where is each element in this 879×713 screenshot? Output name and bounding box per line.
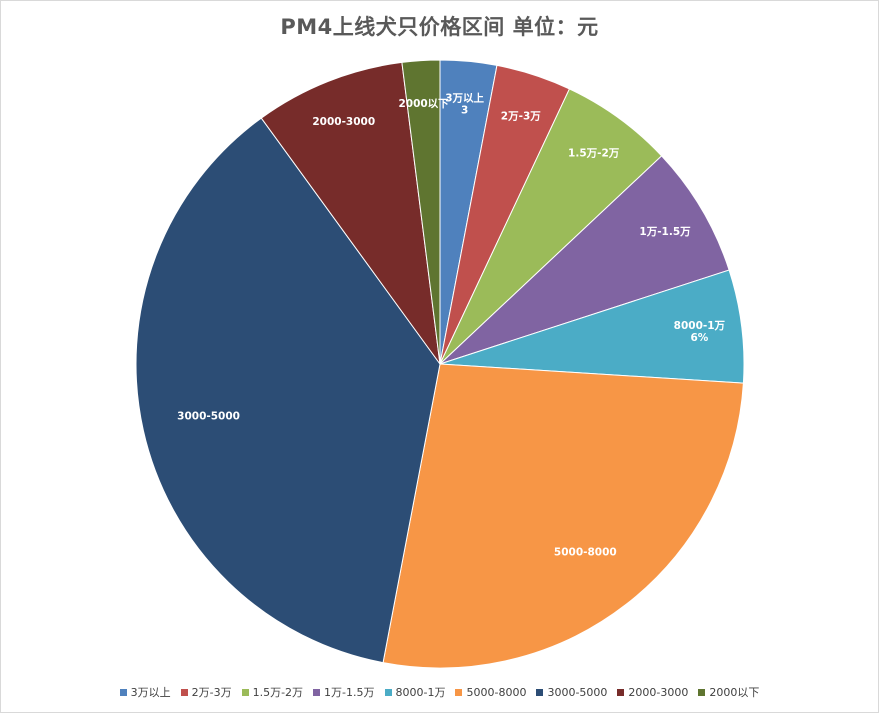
legend-label-2: 1.5万-2万 bbox=[252, 686, 304, 699]
legend-swatch-5 bbox=[455, 688, 463, 696]
legend-swatch-6 bbox=[536, 688, 544, 696]
legend-item-2: 1.5万-2万 bbox=[241, 684, 304, 700]
legend-item-4: 8000-1万 bbox=[384, 684, 446, 700]
legend-swatch-3 bbox=[313, 688, 321, 696]
pie-slice-5 bbox=[382, 363, 744, 669]
legend-label-0: 3万以上 bbox=[130, 686, 171, 699]
legend-label-5: 5000-8000 bbox=[466, 685, 527, 699]
legend-item-3: 1万-1.5万 bbox=[313, 684, 375, 700]
legend-swatch-8 bbox=[698, 688, 706, 696]
legend-swatch-2 bbox=[241, 688, 249, 696]
slice-label-5: 5000-8000 bbox=[554, 546, 617, 558]
legend-item-0: 3万以上 bbox=[119, 684, 171, 700]
legend-label-4: 8000-1万 bbox=[395, 686, 446, 699]
legend-swatch-4 bbox=[384, 688, 392, 696]
legend-swatch-7 bbox=[617, 688, 625, 696]
slice-label-0: 3万以上 3 bbox=[445, 92, 484, 117]
legend-label-1: 2万-3万 bbox=[191, 686, 232, 699]
chart-title: PM4上线犬只价格区间 单位：元 bbox=[280, 15, 599, 39]
chart-legend: 3万以上 2万-3万 1.5万-2万 1万-1.5万 8000-1万 5000-8000 3… bbox=[1, 684, 878, 700]
slice-label-1: 2万-3万 bbox=[501, 110, 541, 122]
legend-label-7: 2000-3000 bbox=[628, 685, 689, 699]
slice-label-2: 1.5万-2万 bbox=[568, 147, 620, 159]
legend-item-5: 5000-8000 bbox=[455, 684, 526, 700]
legend-swatch-1 bbox=[180, 688, 188, 696]
legend-item-7: 2000-3000 bbox=[617, 684, 688, 700]
legend-item-8: 2000以下 bbox=[698, 684, 759, 700]
legend-swatch-0 bbox=[119, 688, 127, 696]
legend-item-1: 2万-3万 bbox=[180, 684, 232, 700]
pie-slice-3 bbox=[439, 155, 730, 365]
pie-slice-8 bbox=[401, 59, 441, 365]
legend-item-6: 3000-5000 bbox=[536, 684, 607, 700]
slice-label-8: 2000以下 bbox=[398, 98, 449, 110]
pie-slice-7 bbox=[260, 61, 441, 365]
legend-label-6: 3000-5000 bbox=[547, 685, 608, 699]
pie-slice-6 bbox=[135, 117, 441, 664]
legend-label-3: 1万-1.5万 bbox=[324, 686, 375, 699]
slice-label-4: 8000-1万 6% bbox=[674, 320, 726, 344]
slice-label-6: 3000-5000 bbox=[177, 411, 240, 423]
slice-label-7: 2000-3000 bbox=[312, 116, 375, 128]
slice-label-3: 1万-1.5万 bbox=[639, 226, 691, 238]
legend-label-8: 2000以下 bbox=[709, 686, 760, 699]
